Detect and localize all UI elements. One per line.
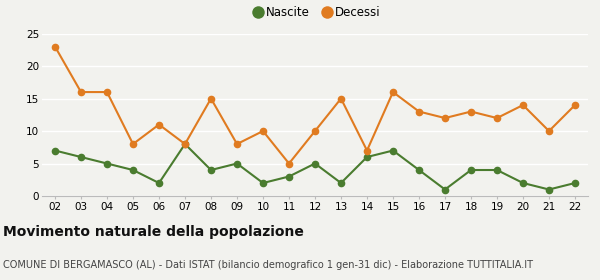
Legend: Nascite, Decessi: Nascite, Decessi [256, 6, 380, 19]
Text: Movimento naturale della popolazione: Movimento naturale della popolazione [3, 225, 304, 239]
Text: COMUNE DI BERGAMASCO (AL) - Dati ISTAT (bilancio demografico 1 gen-31 dic) - Ela: COMUNE DI BERGAMASCO (AL) - Dati ISTAT (… [3, 260, 533, 270]
